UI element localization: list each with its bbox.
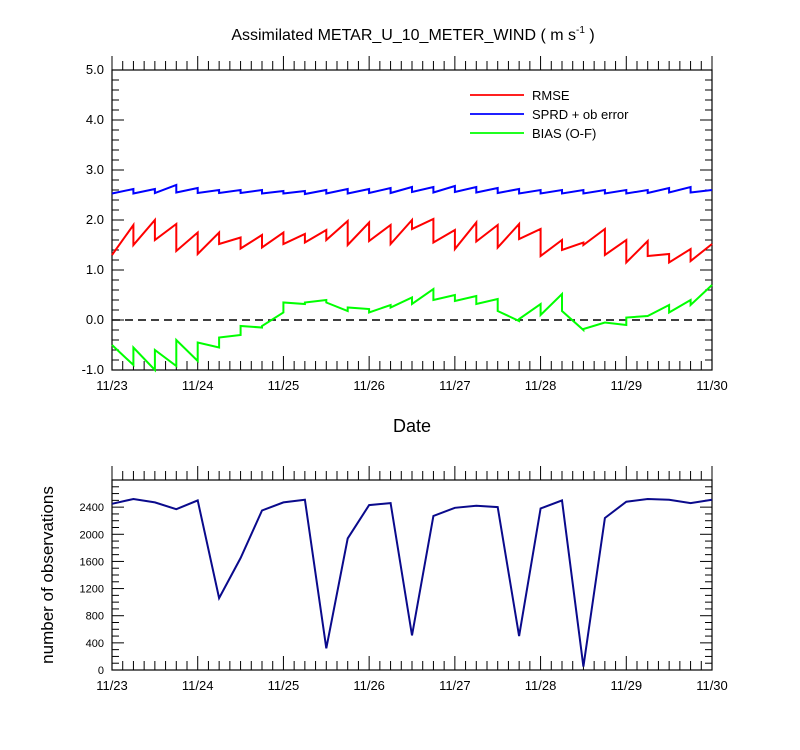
x-axis-label: Date [393,416,431,436]
y-tick-label: 2000 [80,529,104,541]
y-tick-label: 1600 [80,556,104,568]
top-chart-title: Assimilated METAR_U_10_METER_WIND ( m s-… [231,25,594,44]
y-tick-label: -1.0 [82,362,104,377]
y-tick-label: 2.0 [86,212,104,227]
x-tick-label: 11/26 [353,378,385,393]
y-tick-label: 800 [86,611,104,623]
y-tick-label: 2400 [80,502,104,514]
top-chart-title-main: Assimilated METAR_U_10_METER_WIND ( m s [231,27,576,44]
y-tick-label: 4.0 [86,112,104,127]
top-chart-title-sup: -1 [576,25,585,36]
bottom-chart: 11/23 11/24 11/25 11/26 11/27 11/28 11/29 11/30… [38,466,728,693]
x-tick-label: 11/24 [182,678,214,693]
y-axis-label: number of observations [38,486,57,664]
x-tick-label: 11/30 [696,678,728,693]
x-tick-label: 11/29 [610,378,642,393]
x-tick-label: 11/23 [96,378,128,393]
y-tick-label: 5.0 [86,62,104,77]
x-tick-label: 11/25 [268,678,300,693]
x-tick-label: 11/25 [268,378,300,393]
x-tick-label: 11/23 [96,678,128,693]
x-tick-label: 11/29 [610,678,642,693]
series-line-1 [111,217,713,265]
plot-frame [111,479,713,671]
y-tick-label: 1.0 [86,262,104,277]
x-tick-label: 11/27 [439,678,471,693]
y-tick-label: 0 [98,665,104,677]
x-tick-label: 11/26 [353,678,385,693]
y-tick-label: 1200 [80,584,104,596]
x-tick-label: 11/28 [525,678,557,693]
legend-label-1: RMSE [532,88,570,103]
top-chart: 11/23 11/24 11/25 11/26 11/27 11/28 11/29 11/30… [82,56,728,436]
top-chart-title-end: ) [585,27,595,44]
series-line-3 [111,284,713,373]
legend-label-2: SPRD + ob error [532,107,629,122]
x-tick-label: 11/28 [525,378,557,393]
series-line-1 [111,497,713,667]
legend-label-3: BIAS (O-F) [532,126,596,141]
y-tick-label: 0.0 [86,312,104,327]
y-tick-label: 400 [86,638,104,650]
x-tick-label: 11/27 [439,378,471,393]
x-tick-label: 11/24 [182,378,214,393]
x-tick-label: 11/30 [696,378,728,393]
series-line-2 [111,183,713,196]
y-tick-label: 3.0 [86,162,104,177]
